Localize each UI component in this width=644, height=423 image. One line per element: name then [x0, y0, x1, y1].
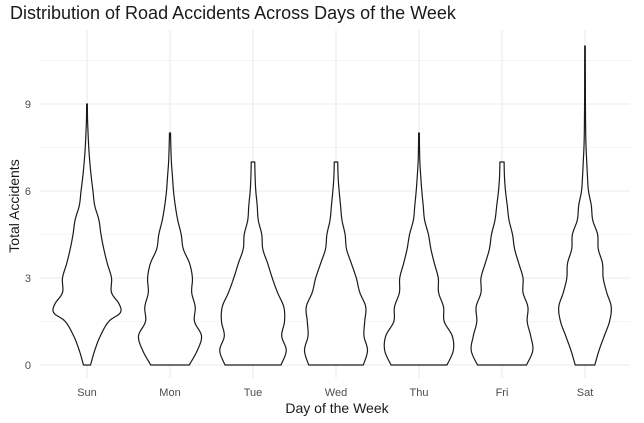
x-tick-label: Thu: [410, 387, 429, 399]
chart-title: Distribution of Road Accidents Across Da…: [10, 3, 456, 23]
y-tick-label: 9: [25, 99, 31, 111]
y-tick-label: 3: [25, 273, 31, 285]
violin-tue: [219, 161, 287, 366]
violin-thu: [383, 132, 455, 366]
violin-wed: [303, 161, 369, 366]
x-axis-title: Day of the Week: [285, 400, 389, 416]
violin-mon: [137, 132, 203, 366]
x-tick-label: Tue: [244, 387, 263, 399]
violin-fri: [470, 161, 534, 366]
violin-layer: [52, 45, 612, 366]
x-tick-label: Sun: [77, 387, 97, 399]
violin-sun: [52, 103, 122, 366]
tick-layer: 0 3 6 9 Sun Mon Tue Wed Thu Fri Sat: [25, 99, 593, 399]
x-tick-label: Wed: [325, 387, 347, 399]
x-tick-label: Sat: [577, 387, 594, 399]
y-tick-label: 0: [25, 360, 31, 372]
y-tick-label: 6: [25, 186, 31, 198]
x-tick-label: Fri: [496, 387, 509, 399]
y-axis-title: Total Accidents: [6, 159, 22, 252]
violin-sat: [558, 45, 612, 366]
x-tick-label: Mon: [159, 387, 180, 399]
